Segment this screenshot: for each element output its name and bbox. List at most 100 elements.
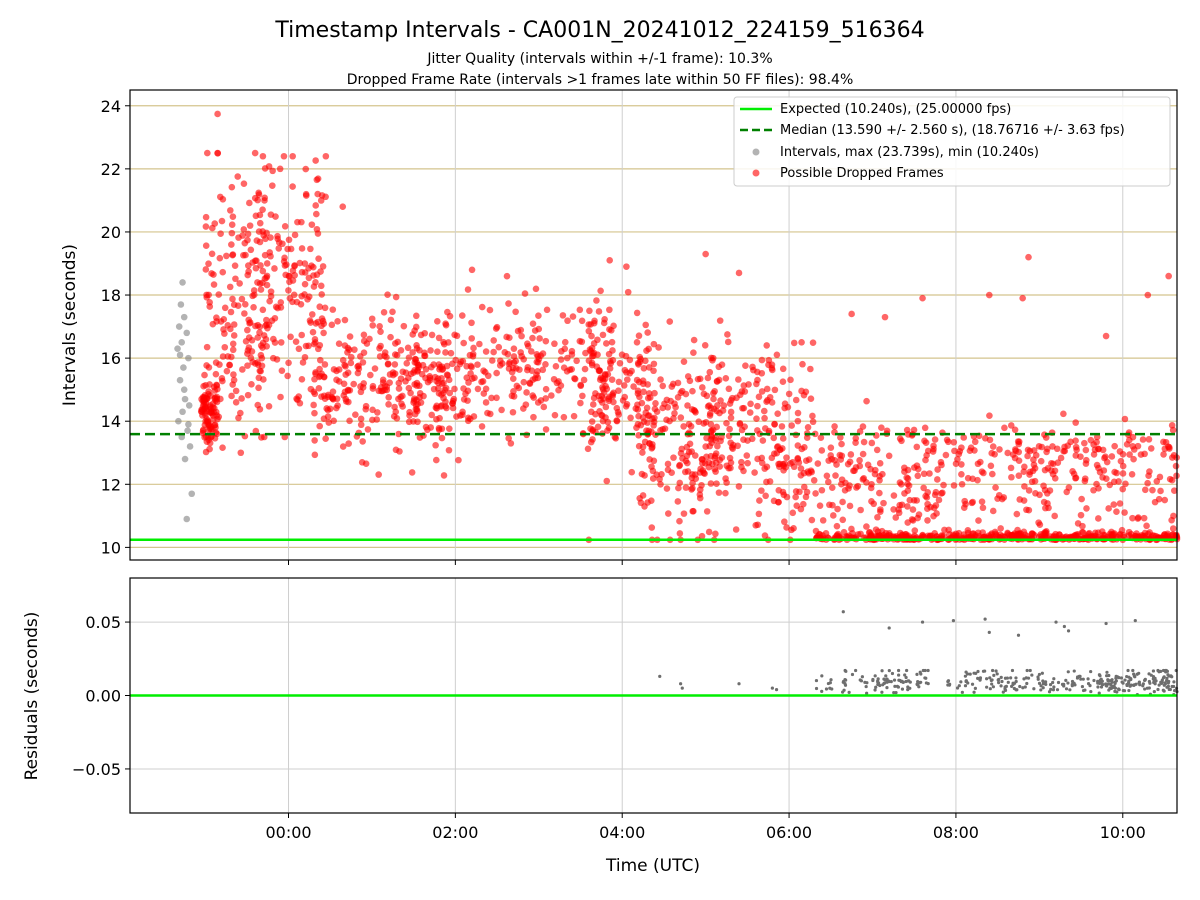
dropped-frame-point	[761, 425, 769, 432]
dropped-frame-point	[203, 343, 211, 351]
dropped-frame-point	[229, 346, 237, 354]
dropped-frame-point	[1095, 484, 1102, 492]
dropped-frame-point	[722, 375, 730, 382]
dropped-frame-point	[800, 469, 808, 477]
dropped-frame-point	[234, 173, 242, 180]
dropped-frame-point	[901, 468, 908, 476]
dropped-frame-point	[760, 407, 768, 415]
dropped-frame-point	[568, 365, 576, 373]
dropped-frame-point	[892, 514, 900, 521]
dropped-frame-point	[277, 393, 284, 401]
dropped-frame-point	[1145, 472, 1152, 479]
dropped-frame-point	[942, 451, 950, 459]
figure-subtitle-jitter: Jitter Quality (intervals within +/-1 fr…	[426, 51, 772, 67]
dropped-frame-point	[776, 463, 783, 470]
dropped-frame-point	[586, 307, 593, 315]
dropped-frame-point	[260, 376, 267, 383]
residual-point	[1025, 668, 1029, 673]
dropped-frame-point	[992, 484, 999, 491]
dropped-frame-point	[408, 469, 416, 476]
residual-point	[915, 672, 919, 677]
dropped-frame-point	[564, 317, 571, 325]
dropped-frame-point	[979, 504, 987, 512]
dropped-frame-point	[686, 440, 694, 448]
dropped-frame-point	[238, 295, 246, 303]
dropped-frame-point	[1149, 486, 1156, 494]
dropped-frame-point	[747, 400, 754, 408]
dropped-frame-point	[771, 421, 778, 428]
dropped-frame-point	[650, 418, 658, 426]
dropped-frame-point	[964, 474, 972, 482]
dropped-frame-point	[1088, 532, 1095, 540]
residual-point	[1079, 677, 1083, 681]
dropped-frame-point	[644, 419, 651, 426]
residual-point	[1132, 683, 1136, 687]
residual-point	[1128, 684, 1132, 688]
dropped-frame-point	[270, 335, 277, 343]
dropped-frame-point	[637, 355, 644, 363]
dropped-frame-point	[599, 399, 606, 406]
intervals-plot-frame	[129, 89, 1178, 561]
residual-point	[1151, 669, 1156, 673]
dropped-frame-point	[347, 353, 355, 361]
residual-point	[1113, 681, 1117, 685]
dropped-frame-point	[739, 404, 746, 412]
dropped-frame-point	[852, 464, 860, 471]
dropped-frame-point	[411, 366, 418, 374]
dropped-frame-point	[271, 314, 279, 322]
dropped-frame-point	[226, 283, 234, 291]
residual-point	[844, 678, 848, 682]
residual-point	[871, 678, 875, 683]
residual-point	[1044, 682, 1048, 687]
dropped-frame-point	[868, 480, 875, 488]
residual-point	[1133, 618, 1137, 623]
dropped-frame-point	[362, 405, 370, 413]
dropped-frame-point	[465, 414, 472, 422]
dropped-frame-point	[203, 438, 211, 445]
dropped-frame-point	[507, 440, 515, 447]
dropped-frame-point	[435, 424, 443, 432]
dropped-frame-point	[244, 236, 251, 244]
dropped-frame-point	[451, 385, 458, 393]
dropped-frame-point	[852, 434, 860, 442]
residual-point	[1137, 671, 1141, 675]
dropped-frame-point	[614, 408, 622, 416]
residual-point	[1039, 688, 1043, 692]
dropped-frame-point	[817, 434, 825, 442]
dropped-frame-point	[763, 478, 770, 486]
residual-point	[1041, 682, 1045, 686]
dropped-frame-point	[689, 387, 696, 395]
residual-point	[892, 678, 897, 682]
dropped-frame-point	[490, 337, 498, 344]
dropped-frame-point	[284, 372, 291, 380]
residual-point	[1024, 676, 1028, 680]
dropped-frame-point	[245, 262, 252, 269]
dropped-frame-point	[774, 410, 781, 417]
dropped-frame-point	[247, 246, 255, 254]
dropped-frame-point	[690, 349, 697, 356]
residual-point	[1170, 684, 1174, 689]
dropped-frame-point	[482, 348, 490, 355]
dropped-frame-point	[1105, 505, 1112, 512]
dropped-frame-point	[674, 498, 682, 505]
dropped-frame-point	[256, 323, 264, 331]
dropped-frame-point	[292, 338, 300, 345]
dropped-frame-point	[993, 532, 1000, 539]
residual-point	[1110, 678, 1114, 682]
residual-point	[882, 681, 886, 685]
dropped-frame-point	[735, 483, 743, 490]
residual-point	[860, 675, 864, 679]
residual-point	[1072, 681, 1076, 685]
residual-point	[841, 690, 845, 694]
dropped-frame-point	[930, 512, 937, 520]
dropped-frame-point	[505, 365, 513, 372]
dropped-frame-point	[702, 443, 709, 450]
dropped-frame-point	[202, 417, 209, 425]
residual-point	[770, 686, 774, 690]
dropped-frame-point	[762, 492, 769, 500]
dropped-frame-point	[510, 387, 517, 395]
dropped-frame-point	[1053, 445, 1061, 453]
dropped-frame-point	[1079, 522, 1086, 530]
dropped-frame-point	[746, 409, 754, 416]
dropped-frame-point	[1015, 472, 1023, 479]
